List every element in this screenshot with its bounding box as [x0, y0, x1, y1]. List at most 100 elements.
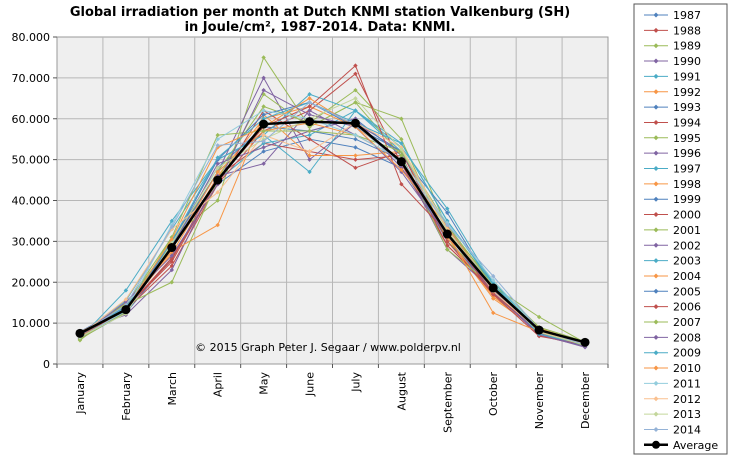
legend-marker: [653, 426, 659, 432]
data-point: [396, 157, 406, 167]
data-point: [307, 169, 312, 175]
legend-item-2001: 2001: [644, 224, 701, 237]
legend-item-2003: 2003: [644, 255, 701, 268]
legend-label: 1997: [673, 163, 701, 176]
data-point: [536, 314, 542, 320]
series-line: [79, 110, 586, 345]
series-line: [79, 101, 586, 346]
data-point: [261, 108, 266, 113]
legend-marker: [653, 181, 659, 187]
legend-item-2008: 2008: [644, 331, 701, 344]
legend-marker: [653, 119, 659, 125]
data-point: [215, 143, 220, 148]
data-point: [169, 253, 174, 258]
series-line: [79, 120, 586, 344]
series-group: [75, 55, 590, 350]
legend-item-1994: 1994: [644, 116, 701, 129]
x-tick-label: October: [487, 372, 500, 416]
y-tick-label: 70.000: [12, 72, 51, 85]
legend-label: 2014: [673, 423, 701, 436]
legend-label: Average: [673, 439, 718, 452]
legend-marker: [653, 196, 659, 202]
legend-label: 1995: [673, 132, 701, 145]
data-point: [353, 108, 358, 113]
y-tick-label: 20.000: [12, 276, 51, 289]
y-tick-label: 30.000: [12, 235, 51, 248]
legend-label: 2002: [673, 239, 701, 252]
legend-item-2009: 2009: [644, 347, 701, 360]
legend-item-2007: 2007: [644, 316, 701, 329]
legend-label: 1989: [673, 40, 701, 53]
x-tick-label: July: [349, 372, 362, 393]
data-point: [215, 198, 220, 203]
data-point: [399, 136, 404, 142]
legend-label: 2005: [673, 285, 701, 298]
x-tick-label: September: [441, 372, 454, 433]
legend-marker: [653, 58, 659, 64]
legend-label: 1993: [673, 101, 701, 114]
data-point: [353, 153, 358, 158]
legend-marker: [653, 27, 659, 33]
data-point: [353, 136, 358, 142]
data-point: [442, 229, 452, 239]
data-point: [307, 136, 312, 142]
data-point: [169, 280, 174, 285]
data-point: [307, 128, 312, 134]
legend-label: 1987: [673, 9, 701, 22]
chart-title-line1: Global irradiation per month at Dutch KN…: [70, 5, 570, 20]
data-point: [261, 112, 266, 117]
data-point: [534, 325, 544, 335]
legend-marker: [653, 304, 659, 310]
data-point: [353, 71, 358, 76]
x-tick-label: March: [166, 372, 179, 406]
legend-marker: [653, 150, 659, 156]
data-point: [307, 153, 312, 158]
data-point: [215, 136, 220, 142]
data-point: [353, 100, 358, 105]
legend-marker: [653, 242, 659, 248]
data-point: [488, 283, 498, 293]
data-point: [215, 155, 220, 160]
legend-marker: [653, 411, 659, 417]
legend-item-1991: 1991: [644, 70, 701, 83]
legend-item-1998: 1998: [644, 178, 701, 191]
legend-label: 1994: [673, 116, 701, 129]
data-point: [350, 118, 360, 128]
y-tick-label: 80.000: [12, 31, 51, 44]
data-point: [305, 117, 315, 127]
legend-label: 2007: [673, 316, 701, 329]
data-point: [353, 132, 358, 138]
y-tick-label: 60.000: [12, 113, 51, 126]
data-point: [307, 112, 312, 117]
data-point: [215, 132, 220, 138]
legend-item-2012: 2012: [644, 393, 701, 406]
data-point: [169, 267, 174, 273]
data-point: [399, 141, 404, 146]
legend-marker: [653, 166, 659, 171]
legend-marker: [653, 73, 659, 79]
data-point: [445, 210, 450, 215]
legend-label: 1992: [673, 86, 701, 99]
data-point: [261, 161, 266, 166]
data-point: [75, 328, 85, 338]
legend-item-2000: 2000: [644, 209, 701, 222]
series-line: [79, 105, 586, 344]
data-point: [353, 96, 358, 101]
y-tick-label: 50.000: [12, 154, 51, 167]
y-tick-label: 10.000: [12, 317, 51, 330]
legend-marker: [653, 273, 659, 279]
data-point: [491, 278, 496, 283]
y-tick-label: 0: [43, 358, 50, 371]
data-point: [215, 165, 220, 170]
data-point: [123, 288, 129, 293]
data-point: [307, 96, 312, 101]
data-point: [491, 310, 496, 316]
legend-item-1987: 1987: [644, 9, 701, 22]
data-point: [261, 55, 266, 60]
legend-item-1993: 1993: [644, 101, 701, 114]
legend-item-2002: 2002: [644, 239, 701, 252]
data-point: [259, 119, 269, 129]
legend-marker: [653, 396, 659, 402]
legend-label: 1988: [673, 24, 701, 37]
data-point: [353, 145, 358, 150]
